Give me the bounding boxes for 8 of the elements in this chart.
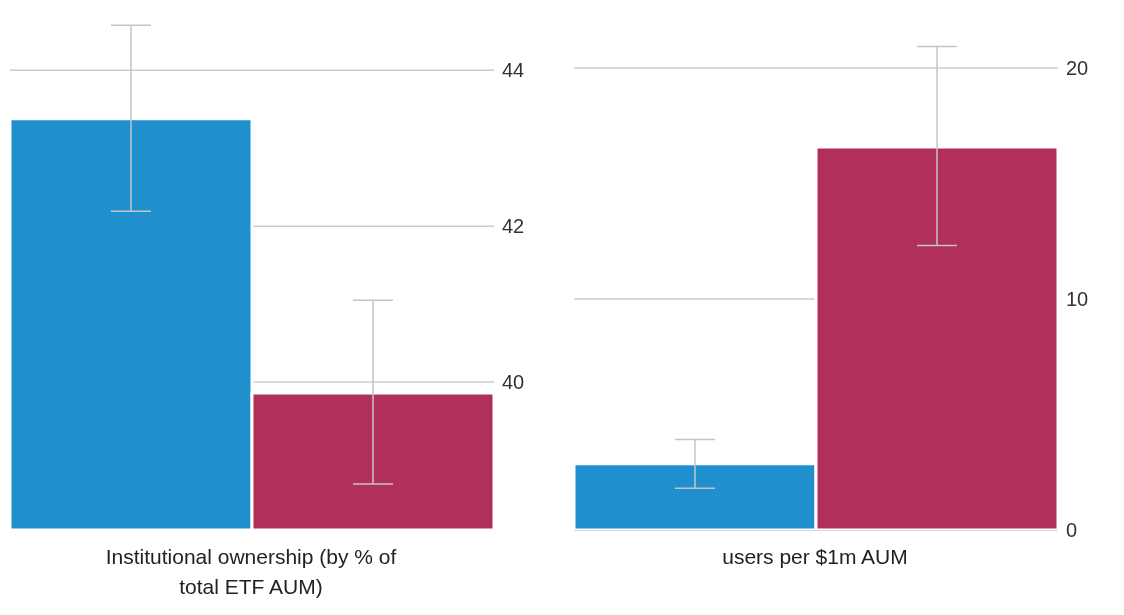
- y-tick-label: 40: [502, 371, 525, 394]
- y-tick-label: 44: [502, 59, 525, 82]
- y-tick-label: 0: [1066, 519, 1078, 542]
- y-tick-label: 20: [1066, 57, 1089, 80]
- x-axis-title: Institutional ownership (by % of total ETF AUM): [104, 544, 398, 600]
- x-axis-title: users per $1m AUM: [721, 544, 909, 570]
- y-tick-label: 10: [1066, 288, 1089, 311]
- y-tick-label: 42: [502, 215, 525, 238]
